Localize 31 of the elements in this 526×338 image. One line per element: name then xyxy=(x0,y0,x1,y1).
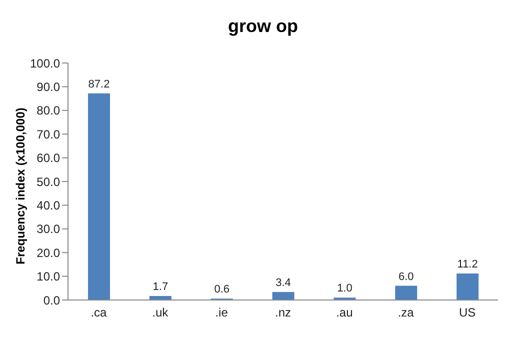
bar xyxy=(395,286,418,300)
x-tick-label: US xyxy=(458,306,476,320)
x-tick-label: .ca xyxy=(90,306,108,320)
bar xyxy=(456,273,479,300)
data-label: 87.2 xyxy=(88,78,110,90)
y-tick-label: 100.0 xyxy=(30,56,60,70)
y-axis-title: Frequency index (x100,000) xyxy=(13,107,27,264)
y-tick-label: 60.0 xyxy=(36,151,60,166)
y-tick-label: 30.0 xyxy=(36,222,60,236)
y-tick-label: 40.0 xyxy=(36,198,60,212)
x-tick-label: .au xyxy=(336,306,353,320)
y-tick-label: 20.0 xyxy=(36,246,60,260)
y-tick-label: 10.0 xyxy=(36,270,60,284)
data-label: 1.0 xyxy=(337,282,352,295)
x-tick-label: .za xyxy=(398,306,414,320)
y-tick-label: 70.0 xyxy=(36,127,60,142)
bar xyxy=(272,292,294,300)
y-tick-label: 50.0 xyxy=(36,174,60,189)
data-label: 6.0 xyxy=(398,270,414,283)
data-label: 0.6 xyxy=(214,284,230,296)
x-tick-label: .nz xyxy=(274,306,292,320)
x-tick-label: .ie xyxy=(215,306,228,320)
y-tick-label: 0.0 xyxy=(43,293,60,308)
bar xyxy=(88,93,110,300)
x-tick-label: .uk xyxy=(152,306,170,320)
chart-title: grow op xyxy=(227,16,299,37)
data-label: 3.4 xyxy=(276,276,291,289)
y-tick-label: 80.0 xyxy=(36,104,60,118)
data-label: 1.7 xyxy=(152,280,168,293)
y-tick-label: 90.0 xyxy=(36,80,60,94)
data-label: 11.2 xyxy=(457,258,478,270)
